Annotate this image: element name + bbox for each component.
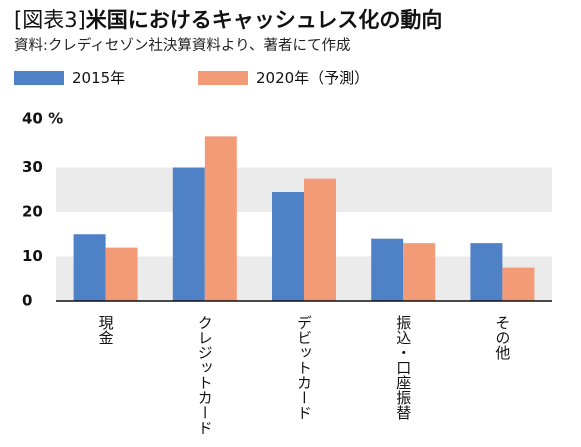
figure-label: [図表3]: [14, 8, 86, 32]
bar-2015-4: [470, 243, 503, 301]
bar-2015-0: [73, 234, 106, 301]
bar-2020-2: [304, 178, 336, 301]
category-label: その他: [493, 315, 511, 361]
chart-title-row: [図表3]米国におけるキャッシュレス化の動向: [14, 6, 442, 34]
y-tick-label: 20: [22, 203, 43, 221]
legend-swatch-2015: [14, 71, 64, 85]
bar-2015-2: [272, 191, 304, 301]
source-note: 資料:クレディセゾン社決算資料より、著者にて作成: [14, 38, 351, 54]
y-tick-label: 40 %: [22, 110, 63, 128]
bar-2020-1: [204, 136, 237, 301]
legend-swatch-2020: [198, 71, 248, 85]
bar-2020-3: [403, 243, 436, 301]
category-label: デビットカード: [295, 315, 313, 420]
bar-2020-0: [105, 247, 138, 301]
legend-label-2015: 2015年: [72, 69, 126, 87]
y-tick-label: 0: [22, 292, 32, 310]
legend-item-2015: 2015年: [14, 66, 125, 90]
bar-2020-4: [502, 267, 535, 301]
category-label: 現金: [97, 315, 115, 345]
bar-2015-1: [172, 167, 205, 301]
legend-item-2020: 2020年（予測）: [198, 66, 369, 90]
legend-label-2020: 2020年（予測）: [256, 69, 370, 87]
category-label: 振込・口座振替: [394, 315, 412, 420]
bar-2015-3: [371, 238, 404, 301]
category-label: クレジットカード: [196, 315, 214, 435]
chart-title: 米国におけるキャッシュレス化の動向: [85, 8, 443, 32]
y-tick-label: 10: [22, 247, 43, 265]
y-tick-label: 30: [22, 158, 43, 176]
